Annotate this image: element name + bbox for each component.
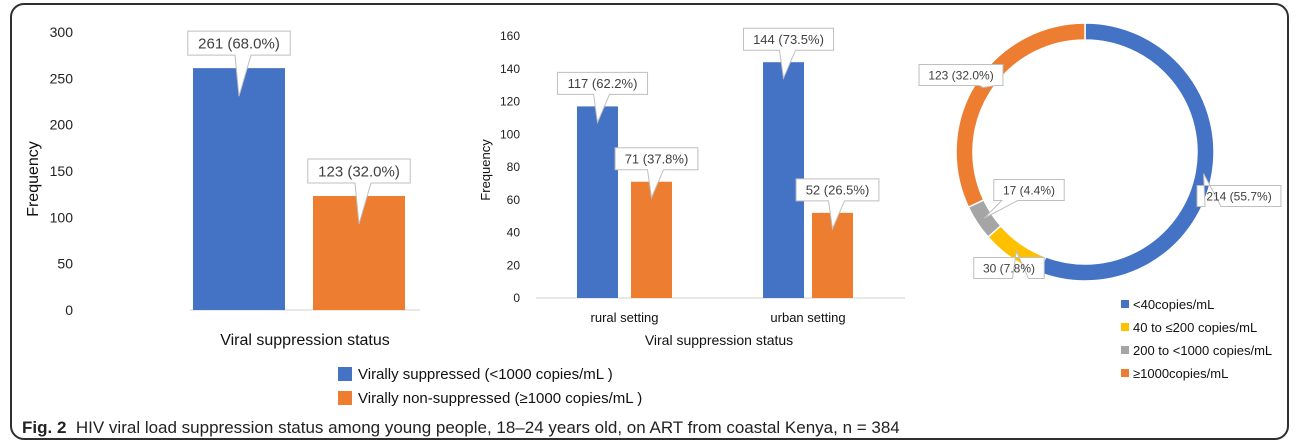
caption-text: HIV viral load suppression status among …	[75, 418, 900, 437]
figure-caption: Fig. 2 HIV viral load suppression status…	[22, 418, 900, 438]
caption-label: Fig. 2	[22, 418, 67, 437]
chart-setting-ytick-2: 40	[507, 226, 521, 240]
chart-overall-y-ticks: 0 50 100 150 200 250 300	[50, 24, 74, 318]
chart-setting-label-1-0-bubble	[742, 27, 835, 81]
donut-legend-label-1: <40copies/mL	[1133, 297, 1215, 312]
chart-overall-bars	[193, 68, 405, 310]
donut-label-0-bubble	[1196, 173, 1282, 207]
donut-legend-swatch-2	[1121, 323, 1129, 331]
donut-label-1-text: 30 (7.8%)	[983, 261, 1035, 275]
donut-legend-item-1: <40copies/mL	[1121, 297, 1214, 312]
chart-overall-xlabel: Viral suppression status	[220, 332, 390, 349]
chart-overall-ytick-5: 250	[50, 70, 74, 86]
donut-label-3: 123 (32.0%)	[918, 64, 1004, 89]
chart-setting-label-1-1: 52 (26.5%)	[795, 178, 880, 231]
chart-setting-y-ticks: 0 20 40 60 80 100 120 140 160	[500, 29, 520, 305]
chart-setting-ylabel: Frequency	[478, 139, 493, 201]
chart-setting-label-0-1: 71 (37.8%)	[614, 147, 699, 200]
chart-setting-label-0-0-text: 117 (62.2%)	[568, 76, 638, 91]
chart-overall-ytick-2: 100	[50, 209, 74, 225]
chart-setting-label-1-1-bubble	[795, 178, 880, 231]
legend-item-non-suppressed: Virally non-suppressed (≥1000 copies/mL …	[338, 390, 642, 407]
chart-overall-ytick-3: 150	[50, 163, 74, 179]
chart-overall-data-labels: 261 (68.0%) 123 (32.0%)	[187, 30, 411, 225]
donut-label-2: 17 (4.4%)	[983, 179, 1065, 219]
legend-label-suppressed: Virally suppressed (<1000 copies/mL )	[358, 366, 613, 383]
chart-setting-label-1-0: 144 (73.5%)	[742, 27, 835, 81]
chart-overall-label-0: 261 (68.0%)	[187, 30, 291, 97]
donut-legend-label-4: ≥1000copies/mL	[1133, 366, 1229, 381]
figure-border	[10, 3, 1289, 440]
chart-setting: 0 20 40 60 80 100 120 140 160 117 (62.2%) 71 (37.…	[478, 27, 905, 348]
donut-slice-0	[1038, 22, 1215, 282]
donut-label-3-text: 123 (32.0%)	[928, 68, 993, 82]
donut-data-labels: 214 (55.7%) 30 (7.8%) 17 (4.4%) 123 (32.0%)	[918, 64, 1282, 279]
legend-item-suppressed: Virally suppressed (<1000 copies/mL )	[338, 366, 613, 383]
chart-overall-label-1-bubble	[307, 158, 411, 225]
donut-label-1-bubble	[973, 249, 1045, 279]
chart-setting-ytick-0: 0	[513, 291, 520, 305]
chart-overall-ytick-4: 200	[50, 117, 74, 133]
chart-setting-ytick-5: 100	[500, 127, 520, 141]
chart-overall: 0 50 100 150 200 250 300 261 (68.0%) 123 (32.0%…	[25, 24, 420, 349]
chart-setting-ytick-6: 120	[500, 95, 520, 109]
donut-legend-item-4: ≥1000copies/mL	[1121, 366, 1228, 381]
legend-swatch-blue	[338, 367, 352, 381]
chart-setting-categories: rural setting urban setting	[591, 310, 846, 325]
chart-setting-label-0-1-bubble	[614, 147, 699, 200]
chart-overall-ylabel: Frequency	[25, 141, 42, 217]
chart-donut: 214 (55.7%) 30 (7.8%) 17 (4.4%) 123 (32.0%)	[918, 22, 1282, 282]
chart-setting-label-0-0: 117 (62.2%)	[556, 71, 649, 125]
chart-setting-label-0-0-bubble	[556, 71, 649, 125]
chart-overall-ytick-0: 0	[65, 302, 73, 318]
donut-label-2-bubble	[983, 179, 1065, 219]
donut-label-0-text: 214 (55.7%)	[1206, 189, 1271, 203]
legend-label-non-suppressed: Virally non-suppressed (≥1000 copies/mL …	[358, 390, 643, 407]
chart-overall-label-1-text: 123 (32.0%)	[318, 163, 400, 180]
chart-setting-ytick-7: 140	[500, 62, 520, 76]
donut-legend-item-2: 40 to ≤200 copies/mL	[1121, 320, 1257, 335]
chart-overall-label-0-text: 261 (68.0%)	[198, 36, 280, 53]
chart-setting-ytick-1: 20	[507, 258, 521, 272]
donut-legend-swatch-4	[1121, 369, 1129, 377]
donut-slices	[955, 22, 1215, 282]
chart-overall-ytick-6: 300	[50, 24, 74, 40]
chart-setting-bar-0-1	[631, 181, 672, 298]
donut-legend-swatch-3	[1121, 346, 1129, 354]
donut-legend-label-2: 40 to ≤200 copies/mL	[1133, 320, 1258, 335]
chart-overall-label-1: 123 (32.0%)	[307, 158, 411, 225]
donut-label-3-bubble	[918, 64, 1004, 89]
donut-label-2-text: 17 (4.4%)	[1003, 183, 1055, 197]
chart-setting-data-labels: 117 (62.2%) 71 (37.8%) 144 (73.5%) 52 (26.5…	[556, 27, 880, 231]
donut-legend-swatch-1	[1121, 300, 1129, 308]
chart-setting-bar-0-0	[577, 106, 618, 298]
chart-setting-ytick-3: 60	[507, 193, 521, 207]
donut-legend-item-3: 200 to <1000 copies/mL	[1121, 343, 1272, 358]
chart-setting-xlabel: Viral suppression status	[645, 332, 793, 348]
chart-setting-label-1-0-text: 144 (73.5%)	[753, 32, 824, 47]
chart-setting-category-0: rural setting	[591, 310, 659, 325]
chart-overall-bar-0	[193, 68, 285, 310]
chart-overall-ytick-1: 50	[57, 256, 73, 272]
chart-setting-bars	[577, 62, 853, 299]
chart-setting-label-1-1-text: 52 (26.5%)	[806, 183, 870, 198]
donut-label-0: 214 (55.7%)	[1196, 173, 1282, 207]
chart-setting-label-0-1-text: 71 (37.8%)	[625, 151, 689, 166]
chart-setting-ytick-4: 80	[507, 160, 521, 174]
chart-overall-label-0-bubble	[187, 30, 291, 97]
donut-label-1: 30 (7.8%)	[973, 249, 1045, 279]
chart-setting-category-1: urban setting	[770, 310, 845, 325]
chart-setting-ytick-8: 160	[500, 29, 520, 43]
legend-swatch-orange	[338, 391, 352, 405]
donut-legend-label-3: 200 to <1000 copies/mL	[1133, 343, 1273, 358]
